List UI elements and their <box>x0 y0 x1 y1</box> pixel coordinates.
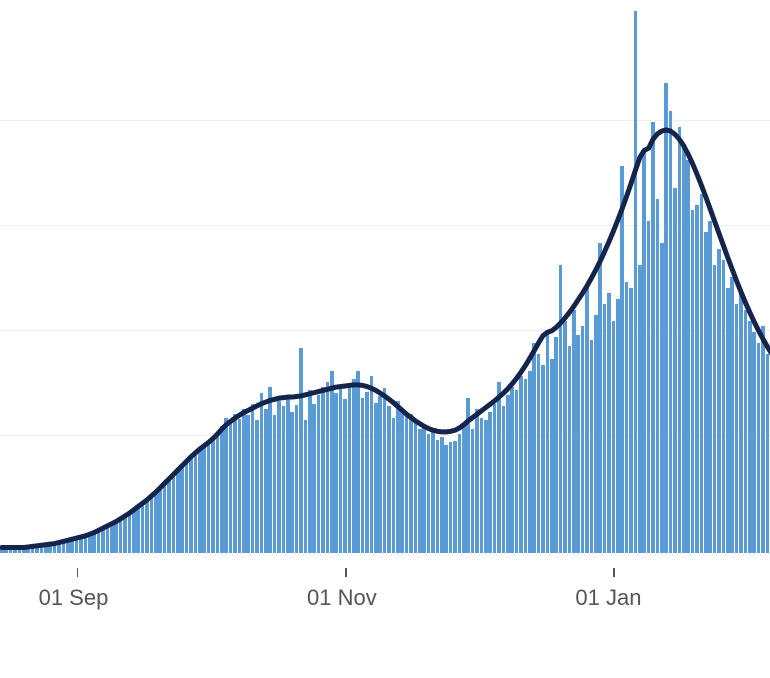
xtick-label: 01 Jan <box>575 585 641 611</box>
xtick-label: 01 Nov <box>307 585 377 611</box>
xtick-label: 01 Sep <box>39 585 109 611</box>
plot-area <box>0 0 770 553</box>
xtick-mark <box>345 568 347 577</box>
trend-line <box>0 0 770 553</box>
xtick-mark <box>613 568 615 577</box>
timeseries-chart: 01 Sep 01 Nov 01 Jan <box>0 0 770 678</box>
xtick-mark <box>77 568 79 577</box>
